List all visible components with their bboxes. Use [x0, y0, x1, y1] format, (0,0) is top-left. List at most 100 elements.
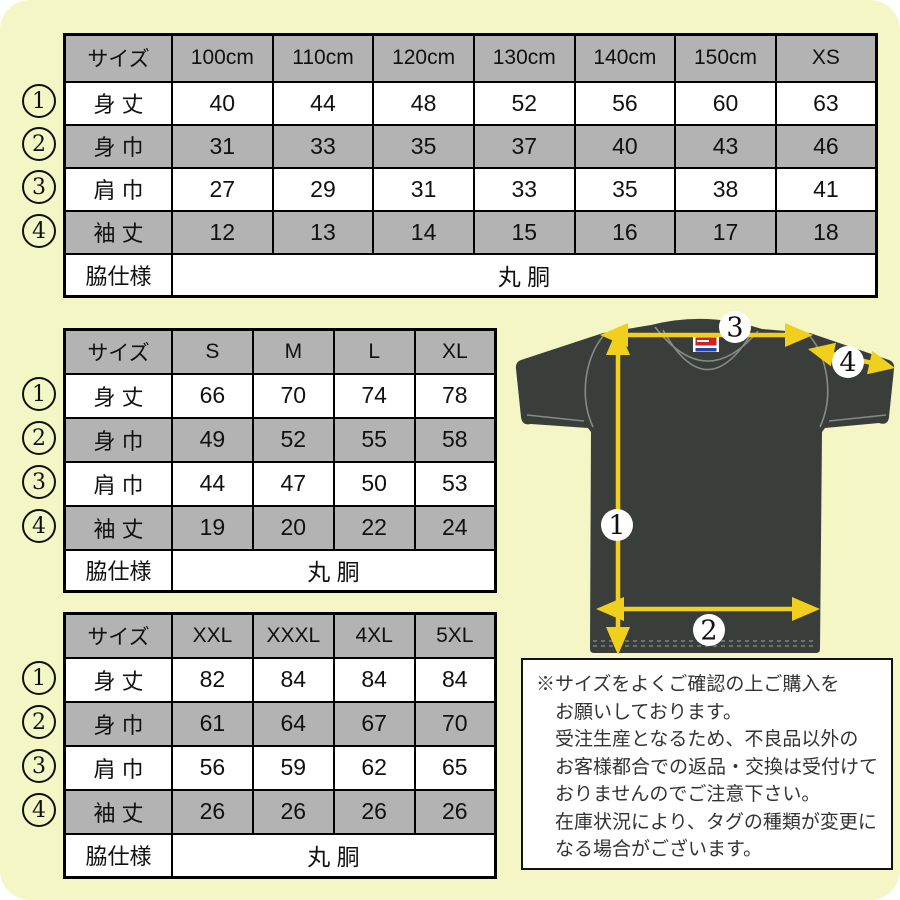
side-spec-label-cell: 脇仕様	[63, 252, 173, 298]
measure-row: 肩 巾 27 29 31 33 35 38 41	[63, 166, 878, 212]
side-spec-value-cell: 丸 胴	[171, 832, 497, 879]
size-name-cell: XXXL	[251, 612, 335, 659]
measure-value-cell: 52	[472, 80, 576, 126]
measure-value-cell: 74	[332, 372, 416, 419]
measure-value-cell: 55	[332, 416, 416, 463]
measure-label-cell: 身 丈	[63, 80, 173, 126]
size-header-cell: サイズ	[63, 33, 173, 83]
note-line: お願いしております。	[555, 701, 742, 723]
measure-value-cell: 31	[372, 166, 475, 212]
size-name-cell: 4XL	[332, 612, 416, 659]
circle-number-2: 2	[22, 421, 56, 455]
body-length-arrow	[606, 327, 630, 655]
measure-row: 身 丈 40 44 48 52 56 60 63	[63, 80, 878, 126]
size-header-row: サイズ 100cm 110cm 120cm 130cm 140cm 150cm XS	[63, 33, 878, 83]
left-cuff-stitch	[526, 414, 585, 422]
measure-label-cell: 肩 巾	[63, 744, 173, 791]
measure-value-cell: 70	[413, 700, 497, 747]
measure-value-cell: 26	[171, 788, 254, 835]
svg-text:2: 2	[700, 616, 717, 647]
measure-value-cell: 47	[251, 460, 335, 507]
measure-row: 身 巾 31 33 35 37 40 43 46	[63, 123, 878, 169]
diagram-circle-3: 3	[719, 311, 751, 344]
measure-value-cell: 49	[171, 416, 254, 463]
measure-value-cell: 56	[573, 80, 677, 126]
measure-value-cell: 48	[372, 80, 475, 126]
side-spec-label-cell: 脇仕様	[63, 548, 173, 593]
adult-size-table: サイズ S M L XL 身 丈 66 70 74 78 身 巾 49 52 55 58 肩 巾 44 47 50 5…	[63, 328, 497, 593]
circle-number-4: 4	[22, 793, 56, 827]
brand-tag-icon	[693, 335, 719, 352]
measure-value-cell: 84	[413, 656, 497, 703]
collar-outer-stitch	[654, 326, 759, 362]
measure-value-cell: 84	[332, 656, 416, 703]
measure-value-cell: 52	[251, 416, 335, 463]
size-name-cell: L	[332, 328, 416, 375]
purchase-note-box: ※サイズをよくご確認の上ご購入を お願いしております。 受注生産となるため、不良…	[521, 658, 893, 870]
size-name-cell: XL	[413, 328, 497, 375]
measure-value-cell: 44	[171, 460, 254, 507]
diagram-circle-1: 1	[601, 509, 633, 542]
svg-text:3: 3	[726, 313, 743, 344]
circle-number-2: 2	[22, 705, 56, 739]
measure-value-cell: 24	[413, 504, 497, 551]
note-line: お客様都合での返品・交換は受付けて	[555, 756, 879, 778]
side-spec-row: 脇仕様丸 胴	[63, 548, 497, 593]
measure-value-cell: 63	[774, 80, 878, 126]
measure-row: 身 巾 49 52 55 58	[63, 416, 497, 463]
size-name-cell: 100cm	[171, 33, 274, 83]
measure-value-cell: 70	[251, 372, 335, 419]
measure-value-cell: 16	[573, 209, 677, 255]
body-width-arrow	[596, 597, 820, 621]
measure-row: 袖 丈 12 13 14 15 16 17 18	[63, 209, 878, 255]
diagram-circle-2: 2	[693, 614, 725, 647]
svg-text:4: 4	[839, 348, 856, 379]
measure-value-cell: 65	[413, 744, 497, 791]
measure-value-cell: 13	[271, 209, 375, 255]
measure-value-cell: 53	[413, 460, 497, 507]
measure-value-cell: 40	[573, 123, 677, 169]
measure-label-cell: 肩 巾	[63, 460, 173, 507]
size-header-cell: サイズ	[63, 328, 173, 375]
size-name-cell: 110cm	[271, 33, 375, 83]
measure-label-cell: 身 巾	[63, 416, 173, 463]
size-name-cell: XS	[774, 33, 878, 83]
measure-value-cell: 15	[472, 209, 576, 255]
collar-inner-stitch	[662, 329, 752, 371]
measure-value-cell: 61	[171, 700, 254, 747]
tshirt-shape	[515, 318, 895, 653]
right-cuff-stitch	[828, 414, 887, 422]
side-spec-row: 脇仕様丸 胴	[63, 832, 497, 879]
circle-number-1: 1	[22, 661, 56, 695]
note-line: なる場合がございます。	[555, 839, 763, 860]
measure-value-cell: 31	[171, 123, 274, 169]
tshirt-measure-diagram: 1 2 3 4	[515, 311, 895, 655]
side-spec-label-cell: 脇仕様	[63, 832, 173, 879]
measure-value-cell: 66	[171, 372, 254, 419]
measure-value-cell: 20	[251, 504, 335, 551]
circle-number-3: 3	[22, 749, 56, 783]
measure-value-cell: 38	[674, 166, 777, 212]
measure-value-cell: 17	[674, 209, 777, 255]
measure-row: 肩 巾 56 59 62 65	[63, 744, 497, 791]
measure-value-cell: 67	[332, 700, 416, 747]
side-spec-value-cell: 丸 胴	[171, 548, 497, 593]
measure-value-cell: 44	[271, 80, 375, 126]
circle-number-4: 4	[22, 509, 56, 543]
measure-value-cell: 64	[251, 700, 335, 747]
measure-value-cell: 29	[271, 166, 375, 212]
circle-number-2: 2	[22, 127, 56, 161]
measure-label-cell: 袖 丈	[63, 209, 173, 255]
measure-value-cell: 78	[413, 372, 497, 419]
size-header-row: サイズ S M L XL	[63, 328, 497, 375]
note-line: 在庫状況により、タグの種類が変更に	[555, 811, 877, 833]
measure-value-cell: 33	[271, 123, 375, 169]
measure-label-cell: 袖 丈	[63, 788, 173, 835]
note-line: ※サイズをよくご確認の上ご購入を	[536, 674, 840, 695]
size-name-cell: S	[171, 328, 254, 375]
measure-value-cell: 22	[332, 504, 416, 551]
size-name-cell: XXL	[171, 612, 254, 659]
side-spec-value-cell: 丸 胴	[171, 252, 878, 298]
measure-label-cell: 身 巾	[63, 700, 173, 747]
size-name-cell: 130cm	[472, 33, 576, 83]
